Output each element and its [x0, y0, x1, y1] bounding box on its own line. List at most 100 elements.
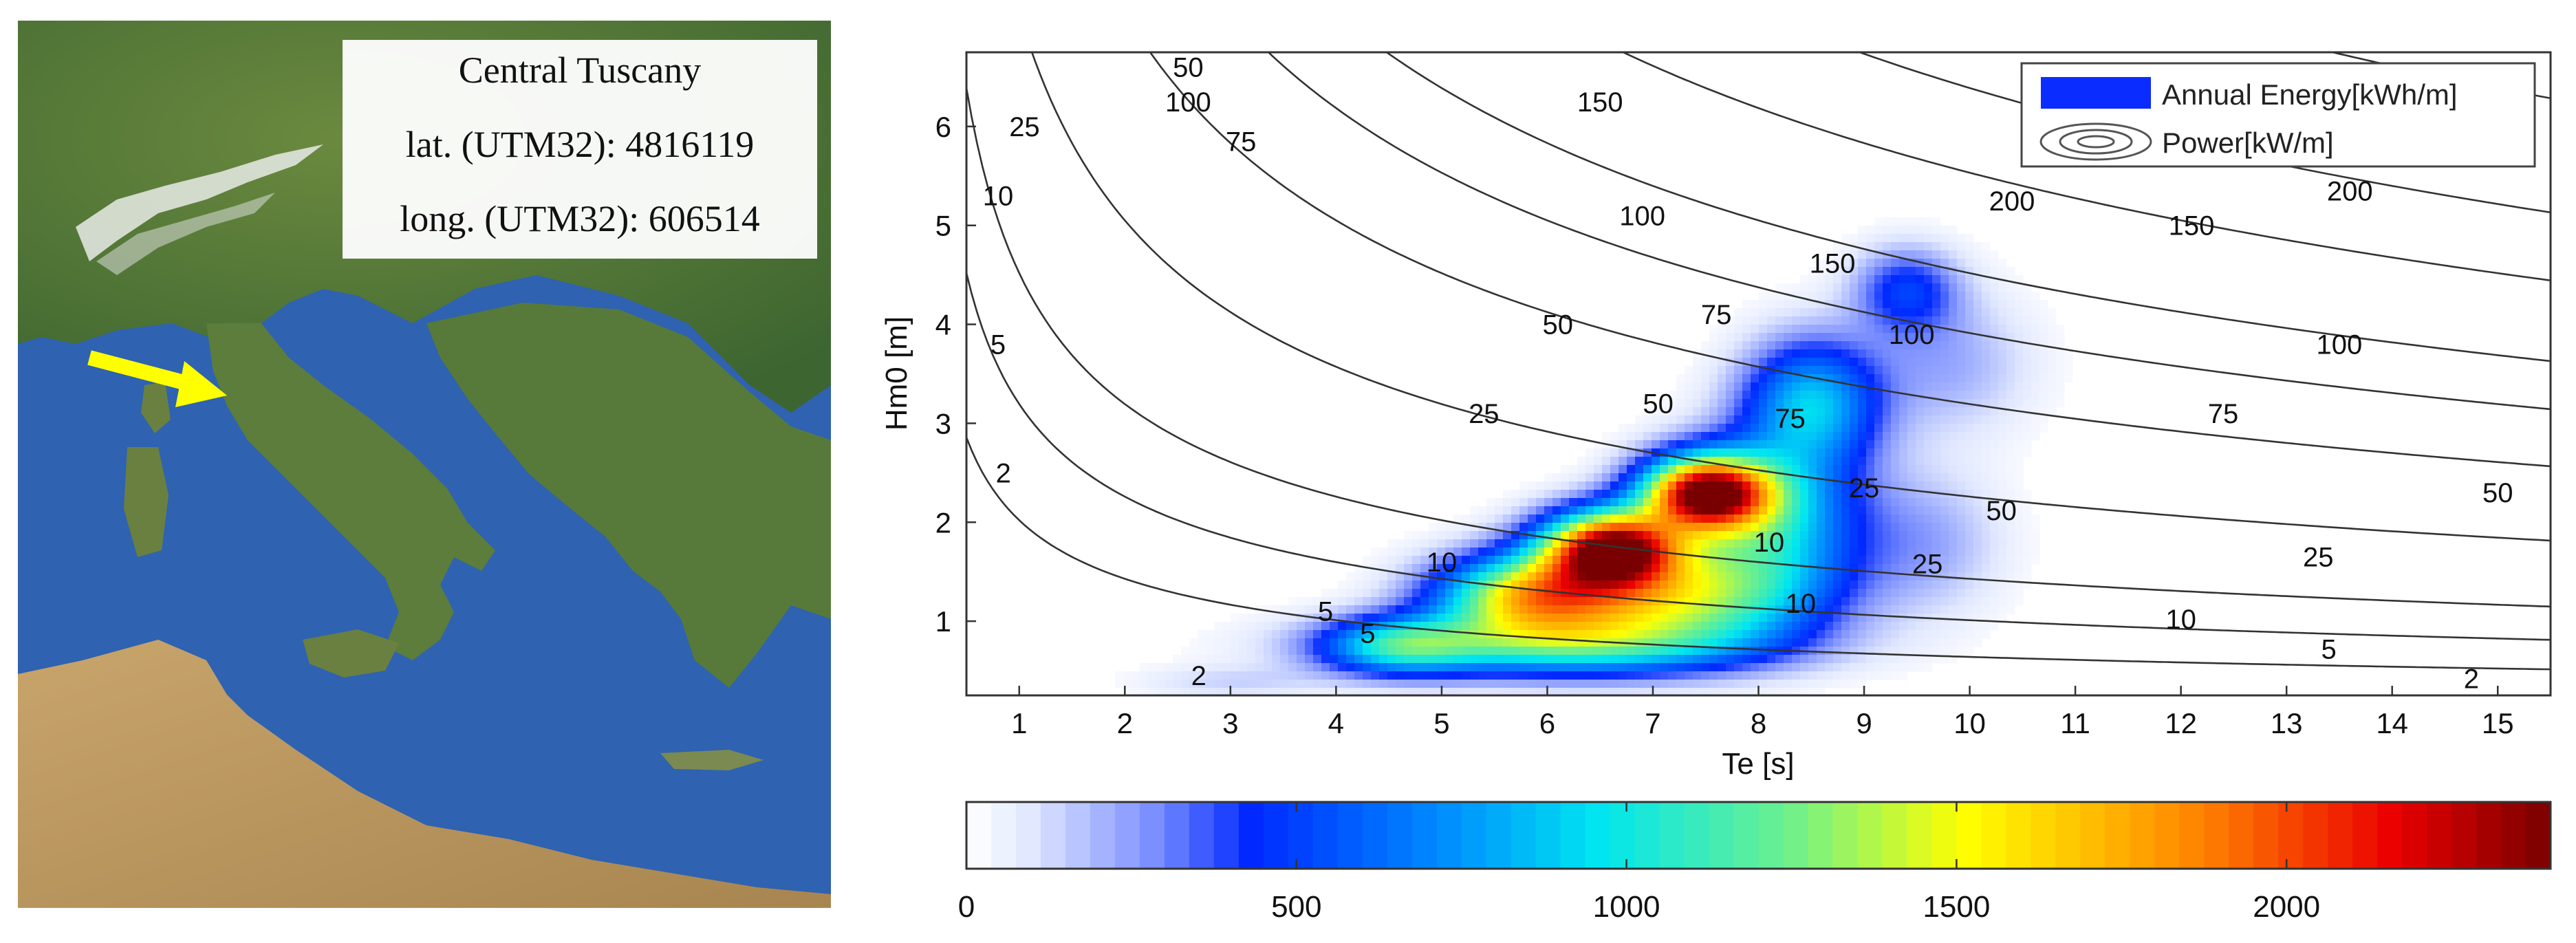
heatmap-cell [1792, 382, 1801, 391]
heatmap-cell [1247, 663, 1256, 672]
heatmap-cell [1990, 597, 1999, 606]
heatmap-cell [1742, 366, 1751, 375]
heatmap-cell [1883, 275, 1892, 284]
heatmap-cell [1759, 630, 1768, 639]
heatmap-cell [1792, 457, 1801, 466]
heatmap-cell [2006, 415, 2015, 424]
heatmap-cell [1470, 556, 1479, 565]
heatmap-cell [1924, 374, 1933, 383]
heatmap-cell [1833, 242, 1842, 251]
heatmap-cell [1627, 671, 1636, 680]
heatmap-cell [1990, 283, 1999, 292]
heatmap-cell [1742, 647, 1751, 655]
heatmap-cell [1363, 655, 1372, 664]
heatmap-cell [1924, 440, 1933, 449]
heatmap-cell [1949, 622, 1958, 631]
heatmap-cell [1817, 316, 1826, 325]
heatmap-cell [1998, 399, 2007, 408]
heatmap-cell [1916, 514, 1925, 523]
heatmap-cell [1924, 638, 1933, 647]
heatmap-cell [1932, 448, 1941, 457]
heatmap-cell [1462, 655, 1471, 664]
heatmap-cell [1206, 630, 1215, 639]
heatmap-cell [1643, 498, 1652, 507]
heatmap-cell [1866, 473, 1875, 482]
heatmap-cell [1288, 597, 1297, 606]
heatmap-cell [1932, 217, 1941, 226]
heatmap-cell [1462, 680, 1471, 689]
heatmap-cell [1767, 506, 1776, 515]
heatmap-cell [1577, 671, 1586, 680]
heatmap-cell [1899, 234, 1908, 243]
heatmap-cell [1866, 250, 1875, 259]
heatmap-cell [1239, 614, 1248, 622]
heatmap-cell [1866, 490, 1875, 499]
heatmap-cell [2048, 366, 2057, 375]
heatmap-cell [1841, 465, 1850, 474]
heatmap-cell [1610, 531, 1619, 540]
heatmap-cell [1833, 597, 1842, 606]
heatmap-cell [1850, 300, 1859, 309]
heatmap-cell [1775, 506, 1784, 515]
heatmap-cell [1387, 638, 1396, 647]
heatmap-cell [1668, 490, 1677, 499]
heatmap-cell [1817, 382, 1826, 391]
heatmap-cell [1404, 581, 1413, 589]
heatmap-cell [1899, 622, 1908, 631]
heatmap-cell [1858, 316, 1867, 325]
colorbar-segment [1857, 802, 1883, 869]
heatmap-cell [1420, 671, 1429, 680]
colorbar-segment [1659, 802, 1685, 869]
heatmap-cell [1916, 325, 1925, 334]
heatmap-cell [1924, 514, 1933, 523]
heatmap-cell [1751, 415, 1760, 424]
heatmap-cell [1470, 647, 1479, 655]
heatmap-cell [1619, 630, 1627, 639]
heatmap-cell [1404, 556, 1413, 565]
heatmap-cell [1899, 382, 1908, 391]
heatmap-cell [1280, 680, 1289, 689]
heatmap-cell [1305, 622, 1314, 631]
heatmap-cell [1883, 581, 1892, 589]
heatmap-cell [1808, 671, 1817, 680]
heatmap-cell [1685, 407, 1693, 416]
heatmap-cell [1899, 267, 1908, 276]
heatmap-cell [1577, 688, 1586, 695]
heatmap-cell [1701, 638, 1710, 647]
heatmap-cell [1932, 432, 1941, 441]
heatmap-cell [2015, 539, 2024, 548]
heatmap-cell [1495, 638, 1504, 647]
heatmap-cell [1511, 514, 1520, 523]
heatmap-cell [1577, 605, 1586, 614]
heatmap-cell [1800, 391, 1809, 400]
heatmap-cell [1982, 283, 1991, 292]
heatmap-cell [1932, 605, 1941, 614]
heatmap-cell [1767, 308, 1776, 317]
colorbar-segment [2402, 802, 2427, 869]
heatmap-cell [1718, 391, 1727, 400]
heatmap-cell [1676, 572, 1685, 581]
heatmap-cell [1924, 432, 1933, 441]
heatmap-cell [1891, 374, 1900, 383]
heatmap-cell [1866, 663, 1875, 672]
heatmap-cell [1519, 581, 1528, 589]
heatmap-cell [1841, 316, 1850, 325]
heatmap-cell [1990, 490, 1999, 499]
y-tick-label: 3 [935, 407, 951, 440]
heatmap-cell [1940, 548, 1949, 556]
heatmap-cell [1693, 448, 1702, 457]
heatmap-cell [1841, 605, 1850, 614]
heatmap-cell [1693, 572, 1702, 581]
heatmap-cell [1965, 605, 1974, 614]
heatmap-cell [1817, 308, 1826, 317]
heatmap-cell [1528, 490, 1537, 499]
heatmap-cell [1759, 581, 1768, 589]
heatmap-cell [1866, 391, 1875, 400]
heatmap-cell [1685, 432, 1693, 441]
legend-energy-label: Annual Energy[kWh/m] [2162, 78, 2458, 111]
heatmap-cell [1874, 448, 1883, 457]
heatmap-cell [1379, 630, 1388, 639]
heatmap-cell [2039, 391, 2048, 400]
heatmap-cell [1850, 663, 1859, 672]
heatmap-cell [2006, 358, 2015, 367]
